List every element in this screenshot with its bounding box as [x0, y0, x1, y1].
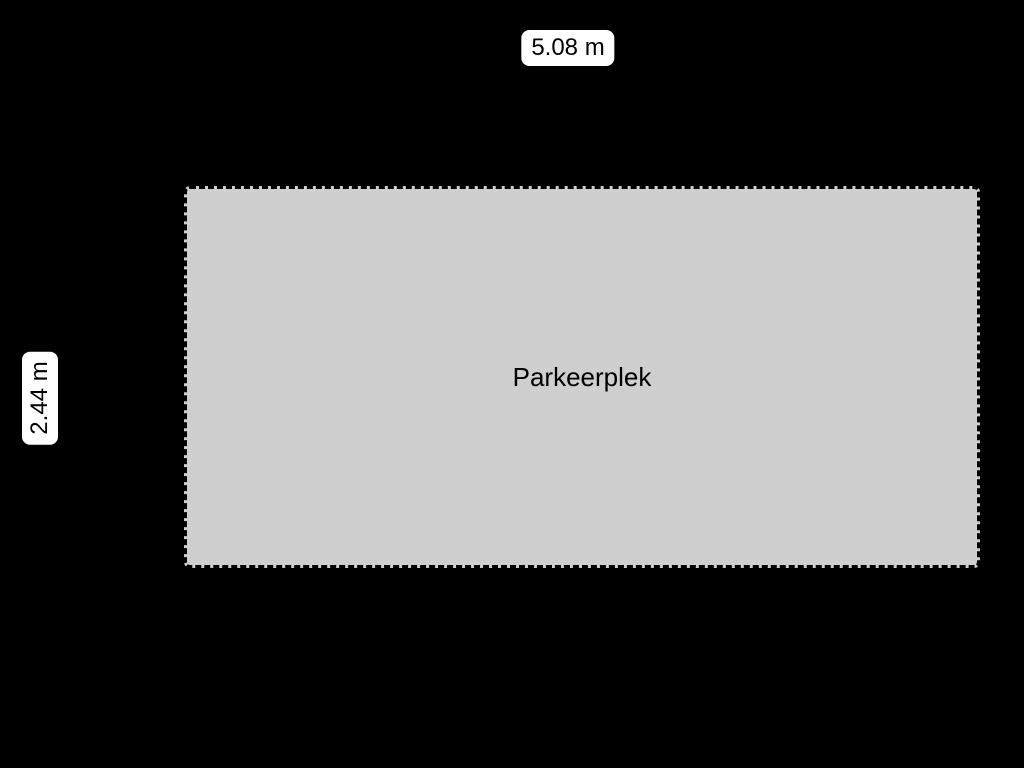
diagram-stage: Parkeerplek 5.08 m 2.44 m	[0, 0, 1024, 768]
parking-spot: Parkeerplek	[184, 186, 980, 568]
height-dimension-label: 2.44 m	[22, 351, 58, 444]
parking-spot-label: Parkeerplek	[513, 362, 652, 393]
width-dimension-label: 5.08 m	[521, 30, 614, 66]
